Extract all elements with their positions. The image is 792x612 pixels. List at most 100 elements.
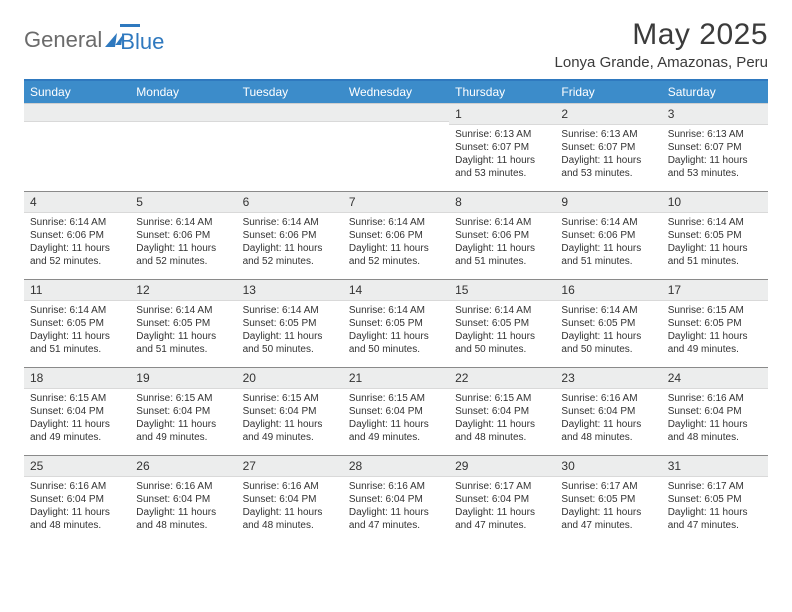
sunset-text: Sunset: 6:04 PM <box>561 405 655 418</box>
daylight-text: Daylight: 11 hours and 47 minutes. <box>561 506 655 532</box>
day-number: 22 <box>449 368 555 389</box>
daylight-text: Daylight: 11 hours and 49 minutes. <box>136 418 230 444</box>
location-text: Lonya Grande, Amazonas, Peru <box>555 54 768 71</box>
calendar-cell <box>24 104 130 192</box>
calendar-cell: 12Sunrise: 6:14 AMSunset: 6:05 PMDayligh… <box>130 280 236 368</box>
day-details: Sunrise: 6:15 AMSunset: 6:04 PMDaylight:… <box>237 389 343 448</box>
calendar-cell: 22Sunrise: 6:15 AMSunset: 6:04 PMDayligh… <box>449 368 555 456</box>
day-details: Sunrise: 6:14 AMSunset: 6:05 PMDaylight:… <box>24 301 130 360</box>
calendar-cell: 11Sunrise: 6:14 AMSunset: 6:05 PMDayligh… <box>24 280 130 368</box>
sunrise-text: Sunrise: 6:15 AM <box>668 304 762 317</box>
daylight-text: Daylight: 11 hours and 52 minutes. <box>243 242 337 268</box>
calendar-cell: 28Sunrise: 6:16 AMSunset: 6:04 PMDayligh… <box>343 456 449 544</box>
day-number: 8 <box>449 192 555 213</box>
day-number: 24 <box>662 368 768 389</box>
day-number: 19 <box>130 368 236 389</box>
day-details: Sunrise: 6:14 AMSunset: 6:06 PMDaylight:… <box>555 213 661 272</box>
daylight-text: Daylight: 11 hours and 47 minutes. <box>668 506 762 532</box>
sunrise-text: Sunrise: 6:14 AM <box>668 216 762 229</box>
calendar-cell: 1Sunrise: 6:13 AMSunset: 6:07 PMDaylight… <box>449 104 555 192</box>
sunset-text: Sunset: 6:04 PM <box>668 405 762 418</box>
sunset-text: Sunset: 6:05 PM <box>455 317 549 330</box>
day-details: Sunrise: 6:14 AMSunset: 6:05 PMDaylight:… <box>343 301 449 360</box>
sunset-text: Sunset: 6:05 PM <box>349 317 443 330</box>
sunset-text: Sunset: 6:05 PM <box>668 229 762 242</box>
sunrise-text: Sunrise: 6:15 AM <box>455 392 549 405</box>
daylight-text: Daylight: 11 hours and 49 minutes. <box>668 330 762 356</box>
title-block: May 2025 Lonya Grande, Amazonas, Peru <box>555 18 768 71</box>
daylight-text: Daylight: 11 hours and 50 minutes. <box>243 330 337 356</box>
sunset-text: Sunset: 6:04 PM <box>30 493 124 506</box>
sunset-text: Sunset: 6:04 PM <box>243 493 337 506</box>
day-number: 27 <box>237 456 343 477</box>
sunrise-text: Sunrise: 6:13 AM <box>668 128 762 141</box>
day-details: Sunrise: 6:14 AMSunset: 6:06 PMDaylight:… <box>130 213 236 272</box>
sunset-text: Sunset: 6:06 PM <box>349 229 443 242</box>
sunset-text: Sunset: 6:04 PM <box>30 405 124 418</box>
sunrise-text: Sunrise: 6:16 AM <box>561 392 655 405</box>
col-monday: Monday <box>130 80 236 104</box>
day-number: 7 <box>343 192 449 213</box>
sunrise-text: Sunrise: 6:14 AM <box>243 304 337 317</box>
day-details: Sunrise: 6:14 AMSunset: 6:06 PMDaylight:… <box>449 213 555 272</box>
calendar-cell: 27Sunrise: 6:16 AMSunset: 6:04 PMDayligh… <box>237 456 343 544</box>
page-header: General Blue May 2025 Lonya Grande, Amaz… <box>24 18 768 71</box>
sunset-text: Sunset: 6:05 PM <box>668 317 762 330</box>
calendar-cell: 6Sunrise: 6:14 AMSunset: 6:06 PMDaylight… <box>237 192 343 280</box>
sunset-text: Sunset: 6:06 PM <box>455 229 549 242</box>
calendar-cell <box>343 104 449 192</box>
day-details: Sunrise: 6:17 AMSunset: 6:05 PMDaylight:… <box>662 477 768 536</box>
day-number: 9 <box>555 192 661 213</box>
daylight-text: Daylight: 11 hours and 47 minutes. <box>349 506 443 532</box>
calendar-cell: 8Sunrise: 6:14 AMSunset: 6:06 PMDaylight… <box>449 192 555 280</box>
daylight-text: Daylight: 11 hours and 51 minutes. <box>455 242 549 268</box>
day-details: Sunrise: 6:15 AMSunset: 6:04 PMDaylight:… <box>24 389 130 448</box>
calendar-week: 18Sunrise: 6:15 AMSunset: 6:04 PMDayligh… <box>24 368 768 456</box>
daylight-text: Daylight: 11 hours and 53 minutes. <box>668 154 762 180</box>
calendar-cell: 4Sunrise: 6:14 AMSunset: 6:06 PMDaylight… <box>24 192 130 280</box>
sunset-text: Sunset: 6:04 PM <box>455 493 549 506</box>
calendar-cell: 17Sunrise: 6:15 AMSunset: 6:05 PMDayligh… <box>662 280 768 368</box>
calendar-cell: 3Sunrise: 6:13 AMSunset: 6:07 PMDaylight… <box>662 104 768 192</box>
calendar-cell: 15Sunrise: 6:14 AMSunset: 6:05 PMDayligh… <box>449 280 555 368</box>
calendar-cell: 20Sunrise: 6:15 AMSunset: 6:04 PMDayligh… <box>237 368 343 456</box>
brand-bar-icon <box>120 24 140 27</box>
day-number <box>24 104 130 122</box>
sunset-text: Sunset: 6:04 PM <box>243 405 337 418</box>
day-number: 23 <box>555 368 661 389</box>
sunrise-text: Sunrise: 6:16 AM <box>668 392 762 405</box>
calendar-cell: 5Sunrise: 6:14 AMSunset: 6:06 PMDaylight… <box>130 192 236 280</box>
calendar-cell: 14Sunrise: 6:14 AMSunset: 6:05 PMDayligh… <box>343 280 449 368</box>
sunrise-text: Sunrise: 6:17 AM <box>561 480 655 493</box>
sunrise-text: Sunrise: 6:15 AM <box>243 392 337 405</box>
day-number: 17 <box>662 280 768 301</box>
day-number: 20 <box>237 368 343 389</box>
calendar-week: 4Sunrise: 6:14 AMSunset: 6:06 PMDaylight… <box>24 192 768 280</box>
calendar-cell: 13Sunrise: 6:14 AMSunset: 6:05 PMDayligh… <box>237 280 343 368</box>
daylight-text: Daylight: 11 hours and 51 minutes. <box>136 330 230 356</box>
daylight-text: Daylight: 11 hours and 48 minutes. <box>136 506 230 532</box>
calendar-cell: 19Sunrise: 6:15 AMSunset: 6:04 PMDayligh… <box>130 368 236 456</box>
calendar-cell: 23Sunrise: 6:16 AMSunset: 6:04 PMDayligh… <box>555 368 661 456</box>
sunrise-text: Sunrise: 6:14 AM <box>30 304 124 317</box>
calendar-cell: 31Sunrise: 6:17 AMSunset: 6:05 PMDayligh… <box>662 456 768 544</box>
day-number: 4 <box>24 192 130 213</box>
sunrise-text: Sunrise: 6:15 AM <box>30 392 124 405</box>
day-number: 25 <box>24 456 130 477</box>
day-details: Sunrise: 6:14 AMSunset: 6:05 PMDaylight:… <box>662 213 768 272</box>
day-details: Sunrise: 6:14 AMSunset: 6:05 PMDaylight:… <box>449 301 555 360</box>
col-saturday: Saturday <box>662 80 768 104</box>
daylight-text: Daylight: 11 hours and 48 minutes. <box>668 418 762 444</box>
day-details: Sunrise: 6:17 AMSunset: 6:04 PMDaylight:… <box>449 477 555 536</box>
day-number <box>237 104 343 122</box>
day-number: 18 <box>24 368 130 389</box>
day-details: Sunrise: 6:14 AMSunset: 6:06 PMDaylight:… <box>237 213 343 272</box>
sunrise-text: Sunrise: 6:16 AM <box>243 480 337 493</box>
calendar-cell <box>237 104 343 192</box>
day-details: Sunrise: 6:15 AMSunset: 6:05 PMDaylight:… <box>662 301 768 360</box>
daylight-text: Daylight: 11 hours and 48 minutes. <box>30 506 124 532</box>
daylight-text: Daylight: 11 hours and 52 minutes. <box>136 242 230 268</box>
sunrise-text: Sunrise: 6:14 AM <box>349 304 443 317</box>
day-details: Sunrise: 6:14 AMSunset: 6:05 PMDaylight:… <box>555 301 661 360</box>
sunrise-text: Sunrise: 6:14 AM <box>30 216 124 229</box>
